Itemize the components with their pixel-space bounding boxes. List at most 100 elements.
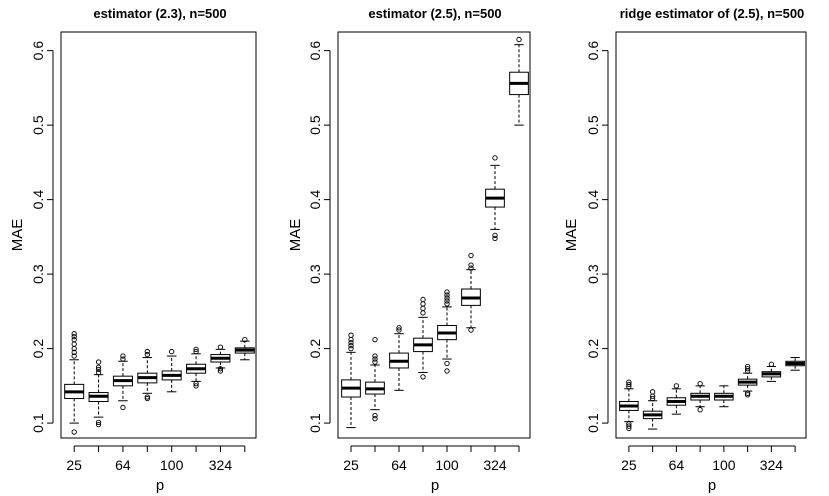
outlier-point	[217, 368, 224, 374]
x-tick-label: 100	[435, 457, 459, 473]
y-tick-label: 0.1	[307, 413, 323, 433]
box-8	[234, 337, 255, 361]
outlier-point	[768, 361, 775, 367]
chart-panel-1: estimator (2.3), n=500 0.1 0.2 0.3 0.4 0.5 0.6…	[9, 6, 257, 494]
x-tick-label: 64	[669, 457, 685, 473]
box-5	[437, 289, 457, 374]
chart-title: estimator (2.3), n=500	[93, 6, 226, 21]
outlier-point	[492, 155, 498, 161]
y-tick-label: 0.1	[585, 413, 601, 433]
box-6	[461, 252, 481, 333]
y-tick-label: 0.4	[307, 190, 323, 210]
outlier-point	[396, 325, 402, 331]
x-axis-label: p	[431, 477, 439, 494]
box-1	[341, 332, 361, 429]
outlier-point	[444, 292, 450, 298]
outlier-point	[71, 341, 77, 347]
outlier-point	[649, 395, 656, 402]
outlier-point	[420, 374, 426, 380]
outlier-point	[193, 380, 199, 387]
y-tick-label: 0.1	[30, 413, 46, 433]
outlier-point	[626, 423, 632, 429]
outlier-point	[144, 394, 150, 400]
y-tick-label: 0.6	[307, 41, 323, 61]
outlier-point	[71, 331, 77, 337]
box-8	[785, 357, 805, 371]
outlier-point	[444, 289, 450, 295]
chart-panel-3: ridge estimator of (2.5), n=500 0.1 0.2 0.3…	[563, 6, 807, 494]
outlier-point	[144, 351, 150, 358]
outlier-point	[348, 342, 354, 349]
outlier-point	[348, 332, 354, 338]
x-tick-label: 324	[760, 457, 784, 473]
outlier-point	[120, 356, 126, 362]
box-5	[714, 385, 734, 408]
box-6	[186, 346, 207, 389]
outlier-point	[626, 421, 632, 427]
y-tick-label: 0.3	[307, 264, 323, 284]
outlier-point	[372, 415, 378, 422]
outlier-point	[217, 366, 224, 372]
outlier-point	[372, 337, 378, 343]
outlier-point	[420, 305, 426, 312]
outlier-point	[468, 252, 474, 259]
outlier-point	[217, 344, 224, 350]
outlier-point	[649, 389, 656, 395]
outlier-point	[744, 366, 751, 372]
outlier-point	[492, 232, 498, 239]
box-7	[210, 344, 231, 374]
outlier-point	[71, 349, 77, 355]
box-2	[642, 389, 663, 430]
outlier-point	[468, 265, 474, 271]
outlier-point	[444, 298, 450, 304]
x-tick-label: 324	[209, 457, 233, 473]
outlier-point	[95, 366, 102, 373]
outlier-point	[71, 429, 77, 435]
outlier-point	[95, 359, 102, 365]
x-tick-label: 100	[712, 457, 736, 473]
box-7	[761, 361, 782, 382]
outlier-point	[626, 379, 632, 385]
outlier-point	[242, 337, 248, 343]
outlier-point	[372, 353, 378, 359]
y-axis-label: MAE	[563, 219, 580, 252]
x-axis-label: p	[708, 477, 716, 494]
outlier-point	[626, 381, 632, 388]
outlier-point	[372, 356, 378, 362]
y-tick-label: 0.3	[30, 264, 46, 284]
y-tick-label: 0.6	[30, 41, 46, 61]
outlier-point	[95, 369, 102, 376]
box-3	[389, 325, 409, 391]
outlier-point	[71, 337, 77, 343]
outlier-point	[144, 348, 150, 355]
y-tick-label: 0.2	[585, 339, 601, 359]
outlier-point	[348, 339, 354, 346]
y-tick-label: 0.2	[307, 339, 323, 359]
y-tick-label: 0.2	[30, 339, 46, 359]
plot-frame	[337, 31, 531, 439]
outlier-point	[348, 337, 354, 343]
box-4	[137, 348, 158, 402]
chart-title: estimator (2.5), n=500	[368, 6, 501, 21]
box-5	[161, 348, 182, 393]
outlier-point	[71, 353, 77, 359]
outlier-point	[444, 295, 450, 301]
x-tick-label: 324	[483, 457, 507, 473]
x-tick-label: 64	[115, 457, 131, 473]
outlier-point	[468, 262, 474, 268]
outlier-point	[744, 363, 751, 370]
chart-title: ridge estimator of (2.5), n=500	[620, 6, 805, 21]
box-4	[690, 380, 710, 413]
y-tick-label: 0.5	[307, 115, 323, 135]
y-axis-label: MAE	[287, 219, 304, 252]
outlier-point	[120, 353, 126, 359]
box-4	[413, 296, 433, 380]
outlier-point	[120, 404, 126, 411]
x-tick-label: 25	[343, 457, 359, 473]
box-2	[365, 337, 385, 422]
outlier-point	[348, 345, 354, 352]
box-1	[619, 379, 639, 431]
outlier-point	[444, 368, 450, 374]
outlier-point	[95, 419, 102, 426]
